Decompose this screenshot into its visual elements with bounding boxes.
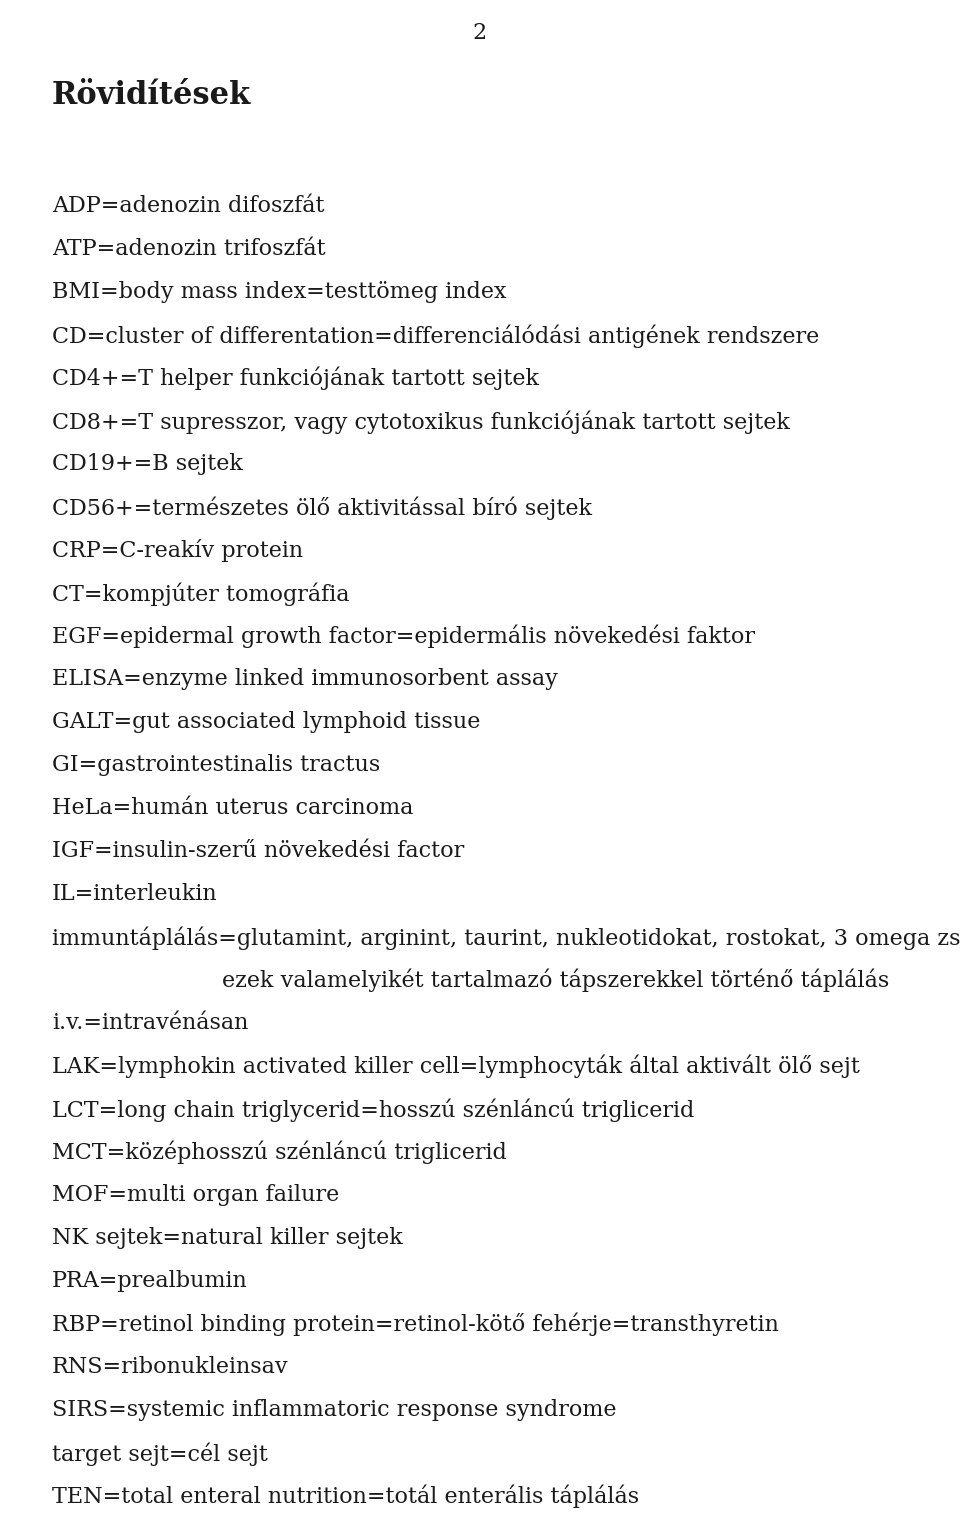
Text: ezek valamelyikét tartalmazó tápszerekkel történő táplálás: ezek valamelyikét tartalmazó tápszerekke…	[222, 969, 889, 992]
Text: HeLa=humán uterus carcinoma: HeLa=humán uterus carcinoma	[52, 797, 414, 819]
Text: BMI=body mass index=testtömeg index: BMI=body mass index=testtömeg index	[52, 281, 507, 303]
Text: NK sejtek=natural killer sejtek: NK sejtek=natural killer sejtek	[52, 1227, 403, 1249]
Text: i.v.=intravénásan: i.v.=intravénásan	[52, 1012, 249, 1034]
Text: GALT=gut associated lymphoid tissue: GALT=gut associated lymphoid tissue	[52, 711, 480, 733]
Text: LAK=lymphokin activated killer cell=lymphocyták által aktivált ölő sejt: LAK=lymphokin activated killer cell=lymp…	[52, 1055, 860, 1078]
Text: MOF=multi organ failure: MOF=multi organ failure	[52, 1184, 339, 1206]
Text: immuntáplálás=glutamint, arginint, taurint, nukleotidokat, rostokat, 3 omega zsí: immuntáplálás=glutamint, arginint, tauri…	[52, 926, 960, 949]
Text: target sejt=cél sejt: target sejt=cél sejt	[52, 1442, 268, 1465]
Text: TEN=total enteral nutrition=totál enterális táplálás: TEN=total enteral nutrition=totál enterá…	[52, 1485, 639, 1508]
Text: CT=kompjúter tomográfia: CT=kompjúter tomográfia	[52, 582, 349, 605]
Text: ADP=adenozin difoszfát: ADP=adenozin difoszfát	[52, 195, 324, 217]
Text: SIRS=systemic inflammatoric response syndrome: SIRS=systemic inflammatoric response syn…	[52, 1399, 616, 1421]
Text: CD56+=természetes ölő aktivitással bíró sejtek: CD56+=természetes ölő aktivitással bíró …	[52, 496, 592, 519]
Text: IL=interleukin: IL=interleukin	[52, 883, 218, 905]
Text: ELISA=enzyme linked immunosorbent assay: ELISA=enzyme linked immunosorbent assay	[52, 668, 558, 690]
Text: PRA=prealbumin: PRA=prealbumin	[52, 1270, 248, 1292]
Text: RBP=retinol binding protein=retinol-kötő fehérje=transthyretin: RBP=retinol binding protein=retinol-kötő…	[52, 1313, 779, 1336]
Text: IGF=insulin-szerű növekedési factor: IGF=insulin-szerű növekedési factor	[52, 840, 465, 862]
Text: LCT=long chain triglycerid=hosszú szénláncú triglicerid: LCT=long chain triglycerid=hosszú szénlá…	[52, 1098, 694, 1121]
Text: ATP=adenozin trifoszfát: ATP=adenozin trifoszfát	[52, 238, 325, 260]
Text: CD8+=T supresszor, vagy cytotoxikus funkciójának tartott sejtek: CD8+=T supresszor, vagy cytotoxikus funk…	[52, 410, 790, 433]
Text: Rövidítések: Rövidítések	[52, 80, 252, 111]
Text: CD4+=T helper funkciójának tartott sejtek: CD4+=T helper funkciójának tartott sejte…	[52, 367, 539, 390]
Text: 2: 2	[473, 22, 487, 45]
Text: EGF=epidermal growth factor=epidermális növekedési faktor: EGF=epidermal growth factor=epidermális …	[52, 625, 755, 648]
Text: CD=cluster of differentation=differenciálódási antigének rendszere: CD=cluster of differentation=differenciá…	[52, 324, 819, 347]
Text: MCT=középhosszú szénláncú triglicerid: MCT=középhosszú szénláncú triglicerid	[52, 1141, 507, 1164]
Text: RNS=ribonukleinsav: RNS=ribonukleinsav	[52, 1356, 289, 1378]
Text: CRP=C-reakív protein: CRP=C-reakív protein	[52, 539, 303, 562]
Text: GI=gastrointestinalis tractus: GI=gastrointestinalis tractus	[52, 754, 380, 776]
Text: CD19+=B sejtek: CD19+=B sejtek	[52, 453, 243, 475]
